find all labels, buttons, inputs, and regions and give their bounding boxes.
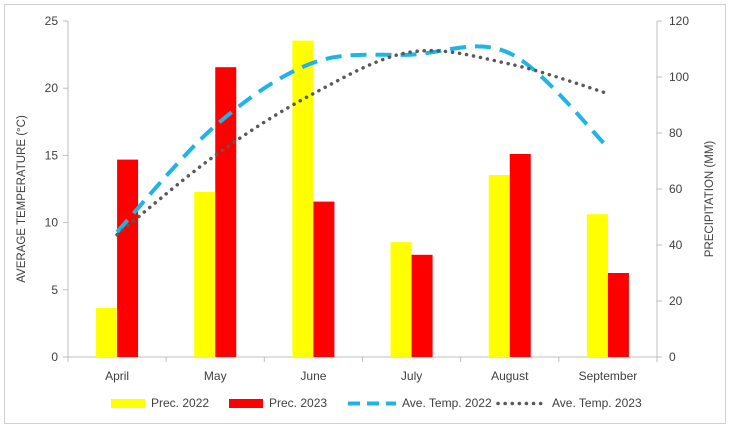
left-tick-label: 5	[51, 283, 58, 297]
y-right-axis-title: PRECIPITATION (MM)	[704, 141, 716, 258]
bar-prec-2023-july	[411, 254, 433, 357]
bar-prec-2023-june	[313, 201, 335, 357]
x-tick-label: September	[579, 369, 638, 383]
x-tick-label: April	[105, 369, 129, 383]
left-tick-label: 20	[45, 81, 59, 95]
legend-swatch-prec-2022	[111, 399, 145, 408]
bar-prec-2022-july	[390, 242, 412, 357]
right-tick-label: 0	[669, 350, 676, 364]
bar-prec-2023-april	[117, 159, 139, 357]
legend-label-ave-temp-2022: Ave. Temp. 2022	[402, 396, 492, 410]
chart-frame: 0 5 10 15 20 25 0 20 40 60 80 100 120 April May June Jul…	[4, 4, 726, 424]
bar-prec-2023-may	[215, 67, 237, 357]
left-tick-label: 10	[45, 216, 59, 230]
left-tick-label: 15	[45, 148, 59, 162]
legend-label-prec-2023: Prec. 2023	[269, 396, 327, 410]
x-tick-label: August	[491, 369, 529, 383]
right-tick-label: 120	[669, 14, 689, 28]
line-ave-temp-2023	[115, 48, 610, 237]
right-tick-label: 100	[669, 70, 689, 84]
bar-prec-2023-august	[509, 154, 531, 357]
right-tick-label: 40	[669, 238, 683, 252]
bar-prec-2022-april	[96, 308, 118, 357]
bar-prec-2022-june	[292, 40, 314, 357]
combo-chart: 0 5 10 15 20 25 0 20 40 60 80 100 120 April May June Jul…	[16, 14, 716, 410]
x-tick-label: May	[204, 369, 227, 383]
right-tick-label: 80	[669, 126, 683, 140]
legend-label-ave-temp-2023: Ave. Temp. 2023	[552, 396, 642, 410]
bar-prec-2022-september	[586, 214, 608, 357]
x-tick-label: July	[401, 369, 422, 383]
bar-prec-2022-may	[194, 191, 216, 357]
bar-prec-2022-august	[488, 175, 510, 357]
left-tick-label: 25	[45, 14, 59, 28]
x-tick-label: June	[300, 369, 326, 383]
right-tick-label: 20	[669, 294, 683, 308]
bar-prec-2023-september	[607, 273, 629, 357]
left-tick-label: 0	[51, 350, 58, 364]
legend-swatch-prec-2023	[229, 399, 263, 408]
y-left-axis-title: AVERAGE TEMPERATURE (°C)	[16, 115, 28, 283]
line-ave-temp-2022	[115, 44, 610, 234]
legend-label-prec-2022: Prec. 2022	[151, 396, 209, 410]
right-tick-label: 60	[669, 182, 683, 196]
